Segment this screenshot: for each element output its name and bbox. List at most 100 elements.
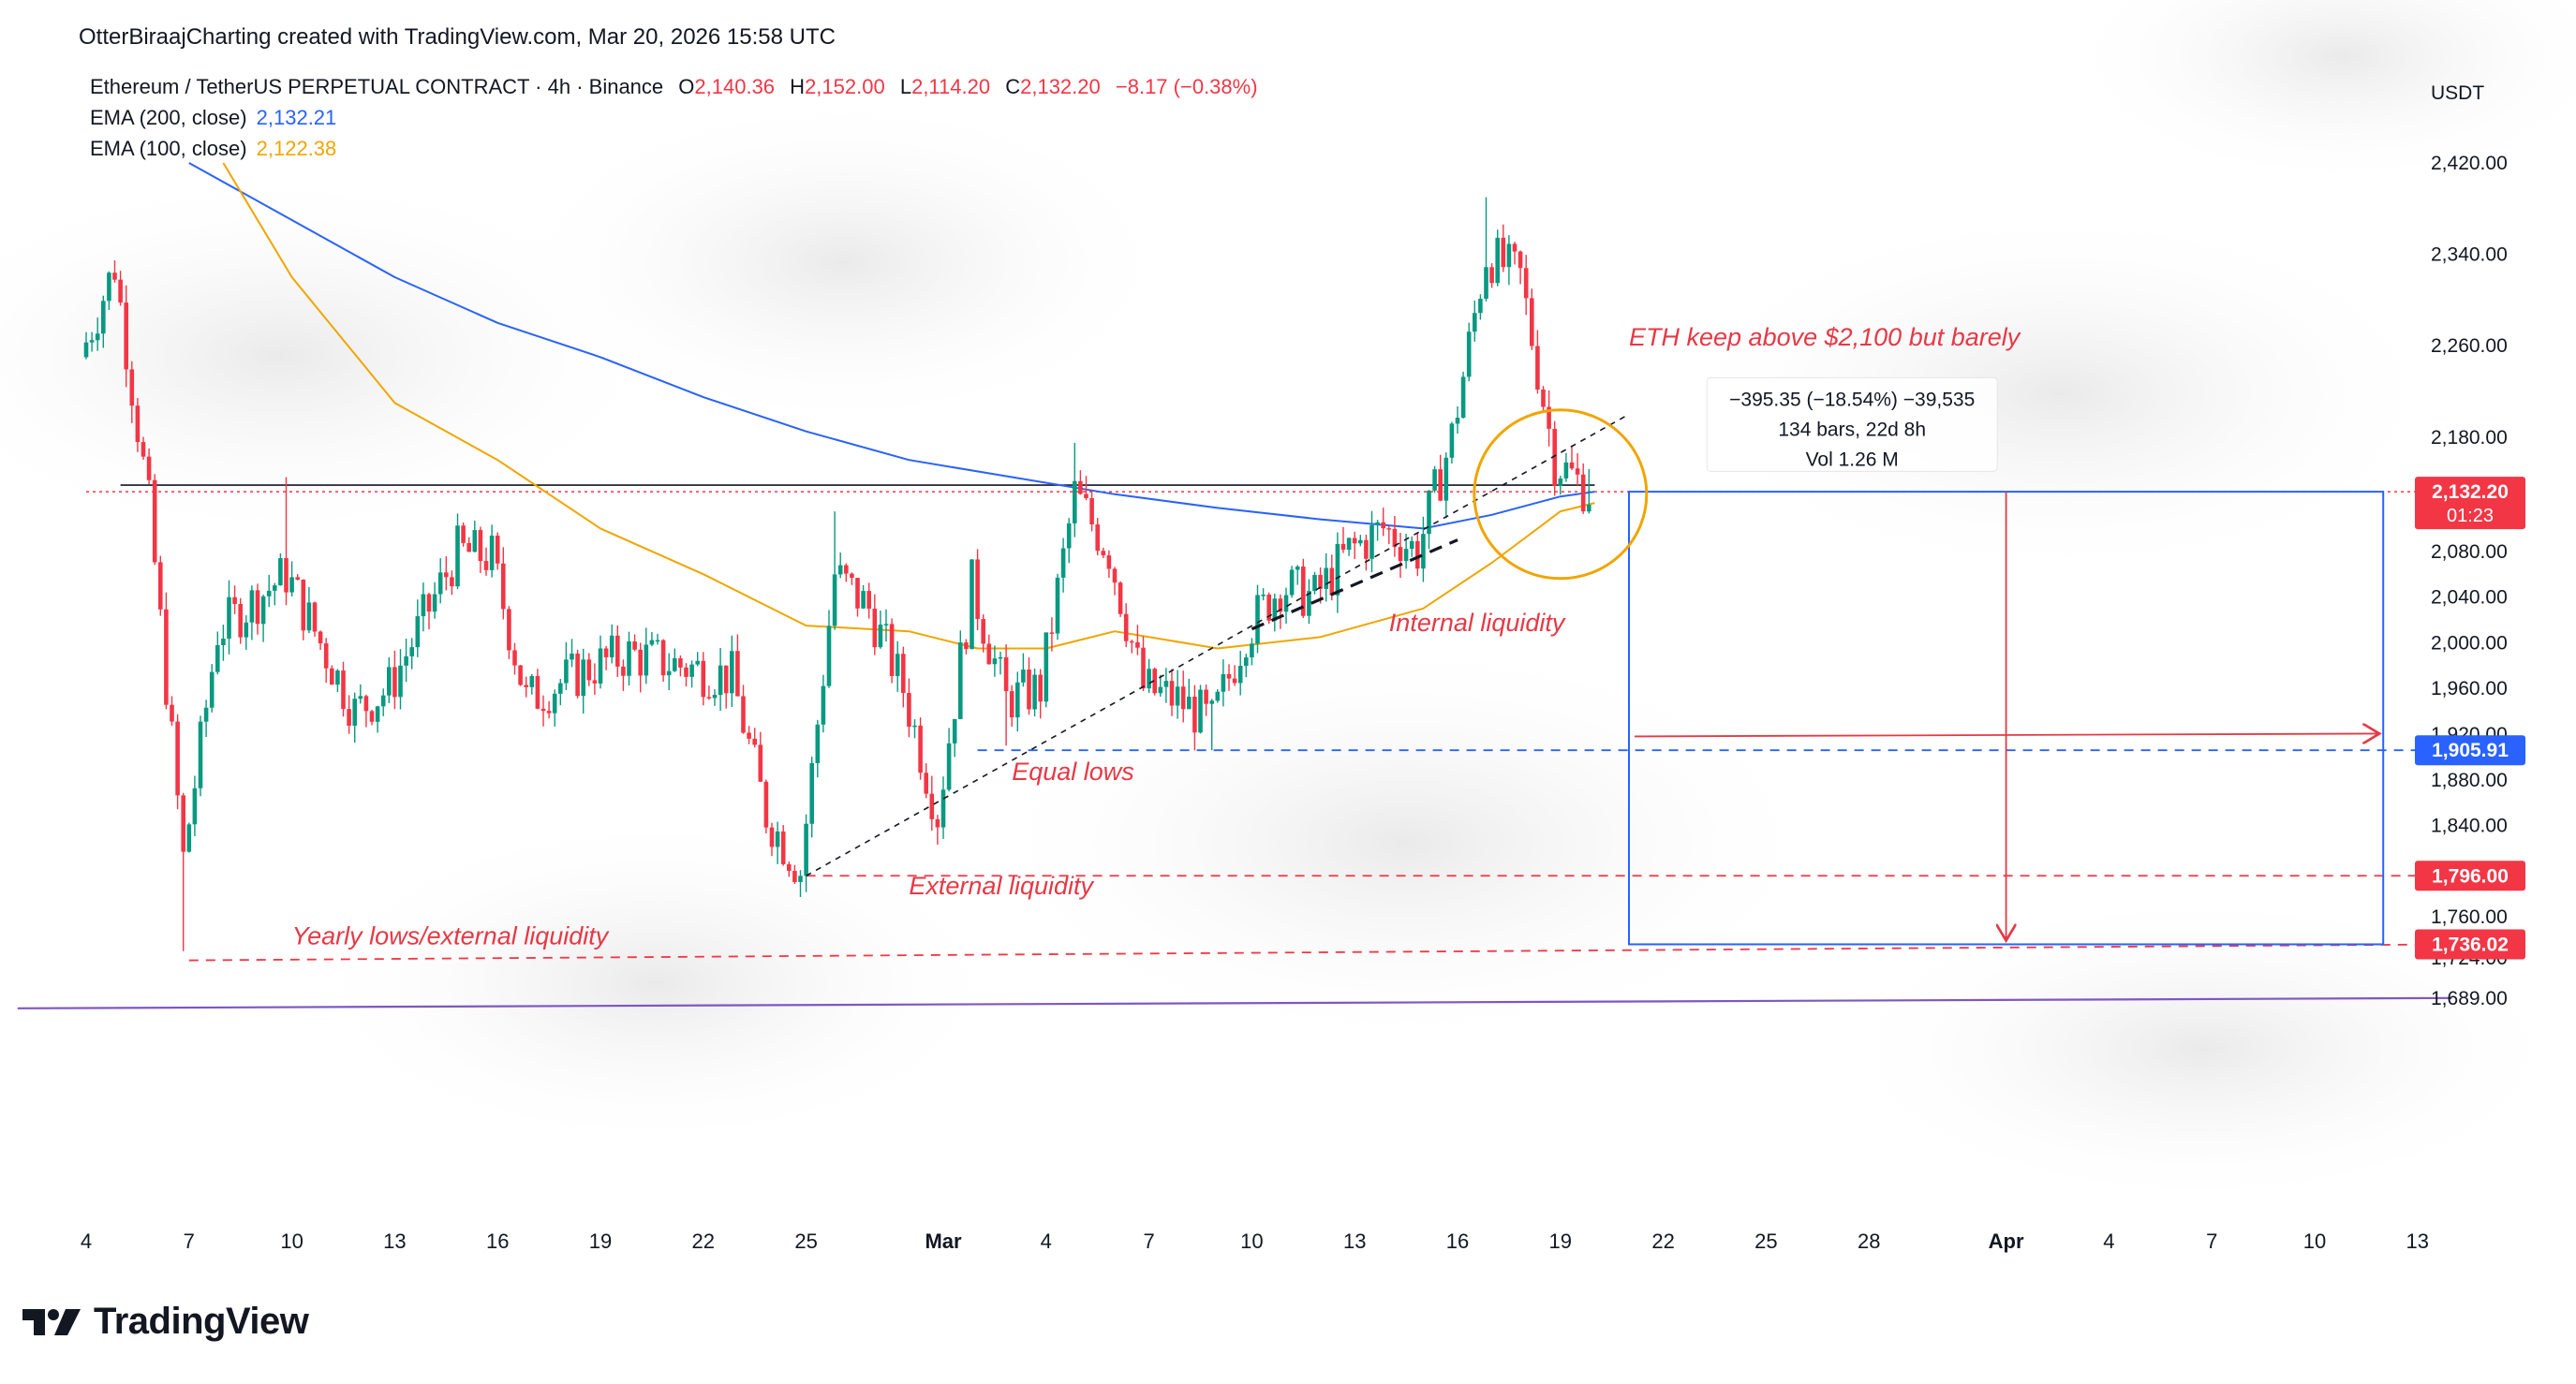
candle-body bbox=[461, 525, 466, 543]
candle-body bbox=[1118, 582, 1123, 614]
candle-body bbox=[1403, 549, 1409, 562]
candle-body bbox=[878, 624, 883, 648]
trendlines bbox=[806, 413, 1630, 876]
candle-body bbox=[621, 666, 626, 676]
candle-body bbox=[1421, 534, 1426, 569]
candle-body bbox=[529, 675, 535, 687]
candle-body bbox=[809, 763, 814, 824]
candle-body bbox=[1473, 313, 1477, 332]
y-tick-label: 2,180.00 bbox=[2431, 427, 2508, 449]
candle-body bbox=[535, 675, 540, 709]
candle-body bbox=[318, 631, 323, 644]
candle-body bbox=[1523, 268, 1529, 299]
candle-body bbox=[1455, 418, 1460, 424]
x-tick-label: 22 bbox=[1651, 1229, 1674, 1253]
candle-body bbox=[1261, 595, 1266, 596]
measure-info-line: 134 bars, 22d 8h bbox=[1778, 419, 1926, 440]
price-label-box bbox=[2415, 735, 2525, 766]
candle-body bbox=[398, 665, 403, 698]
candle-body bbox=[404, 655, 408, 666]
candle-body bbox=[1112, 568, 1118, 583]
candle-body bbox=[260, 596, 266, 625]
x-tick-label: 10 bbox=[1240, 1229, 1263, 1253]
price-label-value: 1,736.02 bbox=[2432, 934, 2509, 955]
level-yearly-lows bbox=[188, 943, 2452, 962]
y-tick-label: 1,760.00 bbox=[2431, 906, 2508, 928]
candle-body bbox=[1530, 298, 1534, 346]
candle-body bbox=[540, 708, 546, 712]
candle-body bbox=[512, 650, 517, 666]
candle-body bbox=[706, 697, 712, 699]
measure-info-line: −395.35 (−18.54%) −39,535 bbox=[1729, 389, 1975, 410]
candle-body bbox=[964, 642, 969, 650]
candle-body bbox=[1324, 567, 1328, 589]
price-label-box bbox=[2415, 861, 2525, 891]
candle-body bbox=[306, 602, 312, 631]
candle-body bbox=[1312, 574, 1317, 592]
candle-body bbox=[603, 648, 609, 657]
candle-body bbox=[380, 695, 386, 707]
x-tick-label: 19 bbox=[589, 1229, 612, 1253]
y-tick-label: 1,840.00 bbox=[2431, 816, 2508, 837]
candle-body bbox=[798, 876, 803, 882]
candle-body bbox=[255, 590, 260, 625]
high-value: 2,152.00 bbox=[805, 75, 885, 98]
candle-body bbox=[1038, 674, 1043, 702]
candle-body bbox=[1278, 598, 1283, 612]
candle-body bbox=[924, 773, 928, 794]
tradingview-brand[interactable]: TradingView bbox=[22, 1301, 309, 1343]
candle-body bbox=[1095, 524, 1100, 552]
candle-body bbox=[837, 565, 843, 575]
x-tick-label: 7 bbox=[2206, 1229, 2217, 1253]
candle-body bbox=[1049, 632, 1055, 634]
candle-body bbox=[1101, 551, 1106, 556]
candle-body bbox=[1335, 543, 1340, 596]
level-purple-support bbox=[17, 996, 2452, 1009]
ema200-legend[interactable]: EMA (200, close) 2,132.21 bbox=[90, 106, 336, 130]
candle-body bbox=[804, 823, 808, 876]
x-tick-label: 22 bbox=[692, 1229, 715, 1253]
candle-body bbox=[141, 442, 146, 457]
symbol-name: Ethereum / TetherUS PERPETUAL CONTRACT ·… bbox=[90, 75, 664, 98]
candle-body bbox=[1272, 598, 1278, 621]
candle-body bbox=[1084, 493, 1088, 499]
candle-body bbox=[752, 738, 757, 745]
candle-body bbox=[935, 818, 940, 828]
ema100-legend[interactable]: EMA (100, close) 2,122.38 bbox=[90, 137, 336, 161]
x-tick-label: 13 bbox=[2406, 1229, 2429, 1253]
candle-body bbox=[780, 831, 786, 864]
candle-body bbox=[146, 456, 152, 480]
candle-body bbox=[1449, 423, 1455, 458]
measure-tool[interactable]: −395.35 (−18.54%) −39,535 134 bars, 22d 8… bbox=[1473, 376, 2385, 946]
candle-body bbox=[112, 272, 117, 280]
low-key: L bbox=[899, 75, 912, 98]
candle-body bbox=[1364, 539, 1369, 559]
candle-body bbox=[387, 667, 392, 696]
x-tick-label: 19 bbox=[1549, 1229, 1572, 1253]
candle-body bbox=[689, 664, 694, 677]
candle-body bbox=[1569, 462, 1575, 469]
candle-body bbox=[1060, 548, 1066, 578]
candle-body bbox=[444, 572, 449, 578]
candle-body bbox=[1255, 595, 1260, 644]
y-tick-label: 2,040.00 bbox=[2431, 587, 2508, 609]
candle-body bbox=[232, 596, 237, 605]
candle-body bbox=[1169, 681, 1175, 706]
candle-body bbox=[1089, 498, 1094, 525]
ema100-label: EMA (100, close) bbox=[90, 137, 247, 160]
symbol-legend[interactable]: Ethereum / TetherUS PERPETUAL CONTRACT ·… bbox=[90, 75, 1267, 99]
candle-body bbox=[118, 279, 123, 303]
candlestick-series bbox=[83, 197, 1591, 951]
y-tick-label: 1,960.00 bbox=[2431, 678, 2508, 699]
candle-body bbox=[1352, 537, 1357, 544]
candle-body bbox=[101, 301, 106, 334]
candle-body bbox=[450, 577, 454, 587]
candle-body bbox=[712, 695, 718, 699]
candle-body bbox=[1535, 346, 1540, 390]
candle-body bbox=[1003, 656, 1009, 692]
candle-body bbox=[826, 626, 832, 686]
x-tick-label: 13 bbox=[383, 1229, 406, 1253]
candle-body bbox=[1232, 678, 1237, 684]
candle-body bbox=[221, 639, 226, 645]
